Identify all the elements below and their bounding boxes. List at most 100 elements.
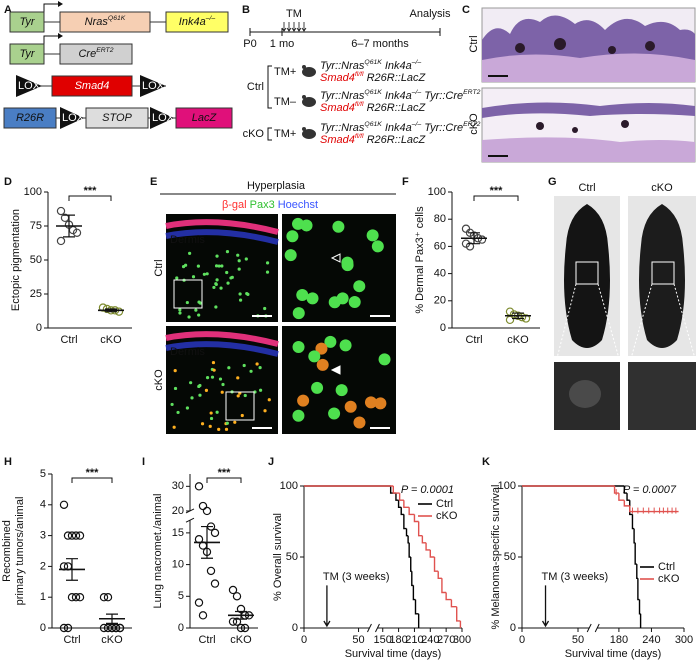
treatment-arrow bbox=[541, 585, 550, 628]
treatment-label: TM (3 weeks) bbox=[542, 571, 609, 583]
genotype-part: Tyr::Nras bbox=[320, 90, 365, 102]
cell bbox=[374, 397, 387, 410]
cell bbox=[236, 253, 240, 257]
data-point bbox=[115, 623, 125, 633]
survival-step bbox=[629, 505, 679, 513]
mo-label: 1 mo bbox=[270, 38, 294, 50]
data-point bbox=[210, 528, 220, 538]
survival-step bbox=[395, 493, 399, 501]
survival-step bbox=[405, 528, 409, 537]
data-point bbox=[111, 623, 121, 633]
data-point bbox=[98, 303, 108, 312]
gene-label-part: Nras bbox=[85, 16, 109, 28]
genotype-sup: –/– bbox=[411, 59, 422, 66]
cell bbox=[237, 259, 241, 263]
gene-label: R26R bbox=[16, 112, 44, 124]
y-tick-label: 0 bbox=[40, 622, 46, 634]
genotype-part: R26R::LacZ bbox=[367, 72, 427, 84]
survival-step bbox=[392, 486, 400, 494]
survival-step bbox=[638, 599, 641, 615]
cell bbox=[353, 280, 366, 293]
y-tick-label: 80 bbox=[434, 213, 446, 225]
cell bbox=[292, 409, 305, 422]
data-point bbox=[75, 531, 85, 540]
treatment-label: TM+ bbox=[274, 66, 296, 78]
lox-label-part: LOX bbox=[18, 80, 41, 92]
x-tick-label: Ctrl bbox=[60, 334, 77, 346]
legend-label: cKO bbox=[658, 573, 680, 585]
cell bbox=[265, 261, 270, 265]
treatment-arrow bbox=[323, 585, 331, 628]
cell bbox=[236, 376, 240, 380]
y-tick-label: 50 bbox=[286, 551, 298, 563]
y-axis-label: % Dermal Pax3⁺ cells bbox=[414, 206, 426, 314]
cell bbox=[172, 425, 176, 429]
cell bbox=[335, 384, 348, 397]
tissue-label: Dermis bbox=[170, 234, 205, 246]
survival-step bbox=[412, 585, 416, 601]
cell bbox=[212, 285, 216, 290]
cell bbox=[190, 396, 194, 400]
y-tick-label: 30 bbox=[172, 480, 184, 492]
significance-bracket bbox=[68, 195, 112, 201]
cell bbox=[236, 394, 240, 398]
data-point bbox=[202, 506, 212, 516]
gene-box bbox=[59, 11, 151, 33]
gene-label: NrasQ61K bbox=[85, 15, 126, 28]
panel-letter: D bbox=[4, 176, 12, 188]
cell bbox=[227, 366, 231, 370]
data-point bbox=[71, 531, 81, 540]
cell bbox=[265, 270, 270, 274]
cell bbox=[230, 275, 234, 279]
p-value: P = 0.0007 bbox=[623, 484, 677, 496]
cell bbox=[205, 376, 210, 380]
genotype-sup: Q61K bbox=[364, 121, 382, 128]
dermis bbox=[482, 53, 695, 82]
mouse-icon bbox=[302, 129, 316, 139]
column-label: Ctrl bbox=[578, 182, 595, 194]
group-label: Ctrl bbox=[247, 81, 264, 93]
survival-step bbox=[429, 549, 435, 558]
x-tick-label: 240 bbox=[642, 634, 660, 646]
cell bbox=[336, 292, 349, 305]
survival-step bbox=[411, 571, 414, 587]
data-point bbox=[240, 623, 250, 633]
survival-step bbox=[403, 514, 407, 530]
cell bbox=[217, 427, 221, 431]
y-tick-label: 4 bbox=[40, 499, 46, 511]
arrowhead bbox=[330, 365, 341, 375]
cell bbox=[371, 240, 384, 253]
legend-label: Ctrl bbox=[658, 561, 675, 573]
cell bbox=[188, 251, 192, 256]
x-tick-label: cKO bbox=[230, 634, 252, 646]
lox-label-part: LOX bbox=[152, 112, 175, 124]
axis-break bbox=[586, 623, 600, 633]
survival-step bbox=[634, 542, 637, 565]
stain-legend: β-gal Pax3 Hoechst bbox=[222, 199, 318, 211]
lox-site bbox=[16, 75, 42, 97]
group-bracket bbox=[267, 127, 272, 141]
significance-label: *** bbox=[84, 185, 98, 197]
cell bbox=[258, 366, 262, 370]
cell bbox=[194, 308, 198, 312]
cell bbox=[267, 398, 271, 402]
cell bbox=[364, 396, 377, 409]
data-point bbox=[67, 593, 77, 602]
data-point bbox=[59, 500, 69, 509]
treatment-label: TM (3 weeks) bbox=[323, 571, 390, 583]
gene-label: STOP bbox=[102, 112, 132, 124]
cell bbox=[263, 409, 267, 413]
cell bbox=[240, 413, 244, 418]
group-bracket bbox=[267, 65, 272, 109]
y-axis-label: % Overall survival bbox=[272, 513, 284, 601]
nuclei-band bbox=[165, 341, 279, 357]
treatment-label: TM+ bbox=[274, 128, 296, 140]
cell bbox=[197, 313, 201, 317]
survival-step bbox=[414, 599, 419, 615]
error-bar bbox=[235, 610, 247, 620]
legend-label: Ctrl bbox=[436, 498, 453, 510]
y-tick-label: 3 bbox=[40, 530, 46, 542]
genotype-sup: ERT2 bbox=[463, 89, 481, 96]
cell bbox=[215, 278, 219, 282]
y-tick-label: 50 bbox=[504, 551, 516, 563]
